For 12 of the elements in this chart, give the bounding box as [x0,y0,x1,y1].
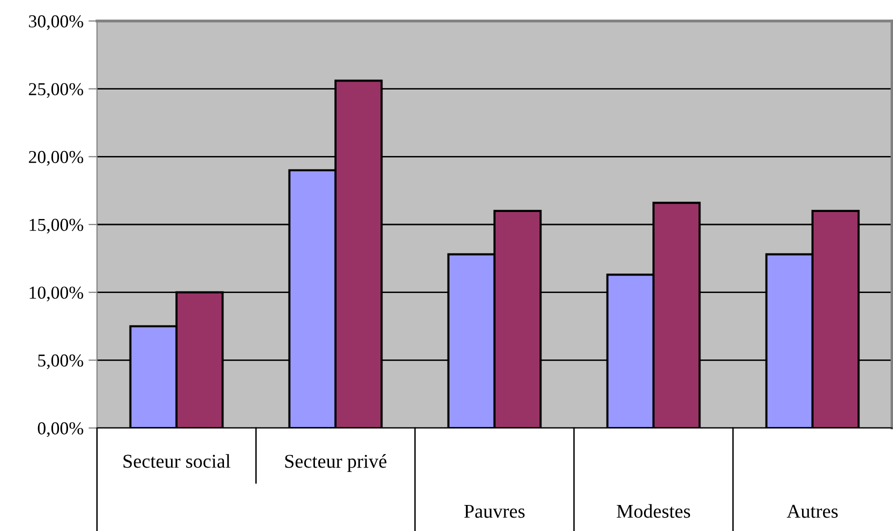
y-tick-label: 0,00% [38,422,84,438]
y-tick-label: 15,00% [30,218,84,234]
y-tick-label: 5,00% [38,354,84,370]
x-tick-label: Autres [786,504,838,518]
y-tick-label: 10,00% [30,286,84,302]
x-tick-label: Pauvres [464,504,525,518]
y-tick-label: 30,00% [29,15,84,30]
y-tick-label: 25,00% [28,83,84,98]
y-tick-label: 20,00% [28,150,84,166]
x-tick-label: Secteur privé [285,454,386,472]
x-tick-label: Secteur social [124,454,230,468]
x-tick-label: Modestes [616,504,690,518]
